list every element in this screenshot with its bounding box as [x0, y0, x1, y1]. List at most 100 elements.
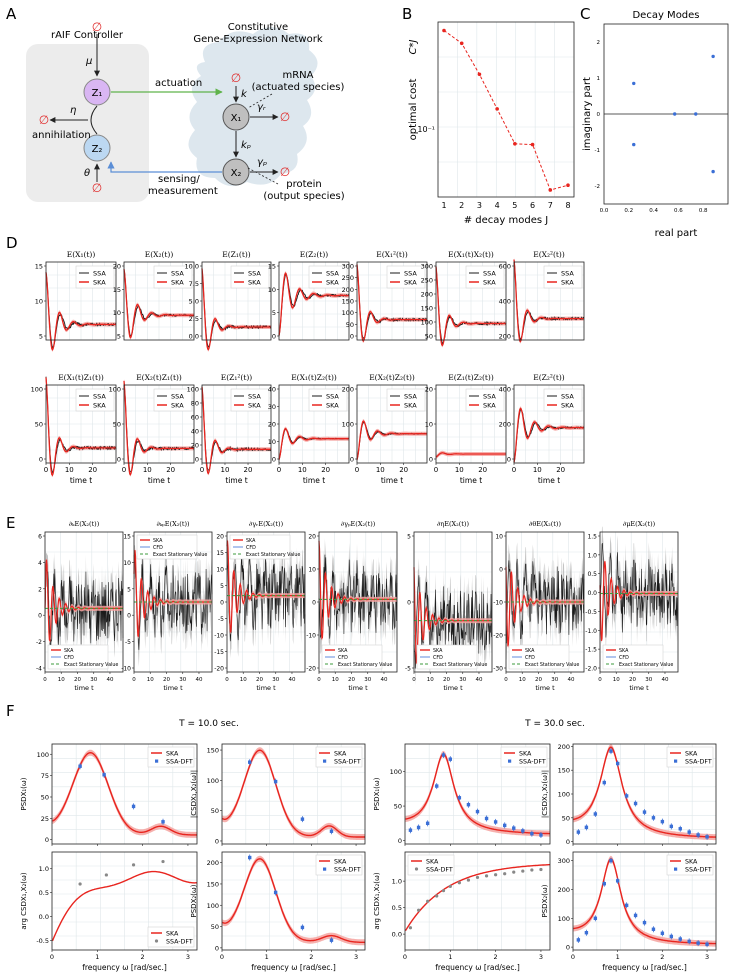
dft-point [660, 819, 665, 824]
y-tick-label: -10 [493, 600, 503, 607]
axes-frame [599, 531, 679, 673]
x-tick-label: 0.4 [649, 208, 658, 214]
x-tick-label: 20 [629, 677, 636, 683]
y-tick-label: -0.5 [585, 609, 597, 616]
dft-point [678, 937, 682, 941]
axes-frame [51, 851, 198, 951]
dft-point [457, 881, 461, 885]
dft-point [660, 931, 665, 935]
y-tick-label: 100 [31, 386, 43, 394]
dft-point [408, 828, 413, 832]
dft-point [576, 938, 581, 942]
dft-point [609, 749, 613, 753]
x-tick-label: 10 [519, 677, 526, 683]
dft-point [475, 809, 480, 814]
x-axis-label: time t [381, 476, 403, 485]
y-tick-label: 0 [195, 456, 199, 464]
x-tick-label: 30 [272, 677, 279, 683]
y-tick-label: -2 [36, 639, 42, 646]
legend-dft-marker [323, 867, 327, 871]
legend-ska-label: SKA [404, 402, 417, 410]
e-subplot: ∂μE(X₂(t)) 1.5 1.0 0.5 0.0 -0.5 -1.0 -1.5 -2.00 1… [585, 520, 679, 692]
ska-line [513, 259, 584, 343]
y-tick-label: 0.0 [587, 590, 597, 597]
dft-point [530, 831, 534, 836]
y-tick-label: 0 [215, 837, 219, 845]
y-tick-label: 200 [207, 859, 219, 867]
legend-ska-label: SKA [483, 279, 496, 287]
dft-point [466, 802, 471, 807]
node-z2 [83, 134, 111, 162]
y-tick-label: 150 [207, 747, 219, 755]
y-tick-label: -10 [121, 666, 131, 673]
ska-line [222, 858, 366, 944]
y-tick-label: 1.5 [587, 534, 597, 541]
x-tick-label: 10 [613, 677, 620, 683]
y-tick-label: 10 [495, 534, 503, 541]
protein-sublabel: (output species) [263, 191, 344, 202]
legend-ska-label: SKA [93, 402, 106, 410]
legend-label: Exact Stationary Value [433, 662, 487, 668]
chart-title: Decay Modes [632, 10, 699, 21]
dft-point [602, 882, 606, 886]
ska-line [318, 540, 397, 640]
y-tick-label: 10 [308, 567, 316, 574]
y-tick-label: 15 [216, 550, 224, 557]
subplot-title: E(Z₁²(t)) [221, 373, 252, 382]
y-tick-label: 20 [425, 386, 433, 394]
y-tick-label: 10 [425, 421, 433, 429]
y-tick-label: 100 [109, 386, 121, 394]
x-tick-label: 3 [539, 953, 543, 961]
y-tick-label: 50 [35, 421, 43, 429]
dft-point [448, 884, 452, 889]
x-tick-label: 0 [50, 953, 54, 961]
legend-ska-label: SKA [166, 931, 179, 938]
node-z2-label: Z₂ [92, 144, 103, 155]
subplot-title: ∂θE(X₂(t)) [529, 520, 561, 528]
y-tick-label: 0 [38, 613, 42, 620]
dft-point [416, 825, 421, 830]
legend-ska-label: SKA [404, 279, 417, 287]
y-tick-label: -10 [214, 633, 224, 640]
y-tick-label: 600 [499, 263, 511, 271]
x-tick-label: 40 [288, 677, 295, 683]
legend-dft-label: SSA-DFT [334, 759, 361, 766]
x-tick-label: 2 [309, 953, 313, 961]
y-tick-label: 150 [421, 305, 433, 313]
x-tick-label: 20 [166, 466, 175, 474]
legend-box [315, 746, 363, 768]
network-cloud [188, 27, 318, 187]
x-tick-label: 3 [354, 953, 358, 961]
y-tick-label: 0 [350, 333, 354, 341]
rate-gamma-p: γₚ [257, 157, 267, 168]
dft-point [161, 859, 165, 864]
axes-frame [603, 23, 729, 205]
subplot-title: ∂μE(X₂(t)) [623, 520, 656, 528]
subplot-title: E(Z₁(t)Z₂(t)) [448, 373, 494, 382]
panel-letter-b: B [402, 5, 412, 23]
dft-point [493, 820, 498, 824]
y-tick-label: 0 [407, 600, 411, 607]
x-tick-label: 10 [533, 466, 542, 474]
y-tick-label: 0 [215, 944, 219, 952]
cost-point [548, 188, 553, 192]
network-title-line2: Gene-Expression Network [193, 34, 322, 45]
x-tick-label: 20 [348, 677, 355, 683]
dft-point [441, 889, 446, 893]
x-tick-label: 0.0 [600, 208, 609, 214]
y-tick-label: 0 [220, 600, 224, 607]
dft-point [448, 757, 453, 761]
null-decay-x2: ∅ [280, 165, 290, 179]
x-tick-label: 0.2 [624, 208, 633, 214]
legend-label: SKA [246, 538, 256, 544]
legend-label: SKA [525, 648, 535, 654]
ska-line [201, 386, 271, 475]
dft-point [530, 868, 534, 872]
